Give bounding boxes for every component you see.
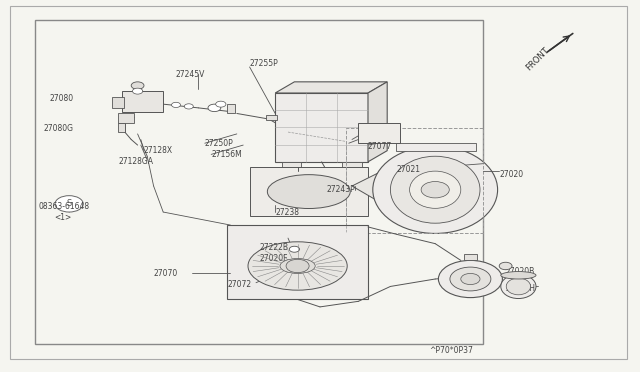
Text: 27065H: 27065H (506, 284, 536, 293)
Ellipse shape (248, 242, 348, 290)
Text: 27077: 27077 (368, 142, 392, 151)
Text: 27238: 27238 (275, 208, 300, 217)
Text: 27072: 27072 (227, 280, 252, 289)
Polygon shape (275, 82, 387, 93)
Bar (358, 123, 400, 143)
Text: FRONT: FRONT (524, 46, 551, 73)
Bar (112, 97, 124, 108)
Bar (346, 128, 483, 232)
Text: 27222B: 27222B (259, 243, 288, 252)
Text: 27080G: 27080G (44, 124, 74, 133)
Text: 27070: 27070 (154, 269, 178, 278)
Circle shape (286, 259, 309, 273)
Bar (122, 91, 163, 112)
Bar (118, 113, 134, 123)
Text: 27255P: 27255P (250, 59, 278, 68)
Ellipse shape (280, 259, 316, 273)
Bar (342, 162, 362, 171)
Circle shape (55, 196, 83, 212)
Bar (250, 167, 368, 216)
Circle shape (208, 104, 221, 112)
Circle shape (461, 273, 480, 285)
Circle shape (184, 104, 193, 109)
Text: 27245V: 27245V (176, 70, 205, 79)
Circle shape (450, 267, 491, 291)
Text: ^P70*0P37: ^P70*0P37 (429, 346, 473, 355)
Text: 27080: 27080 (49, 94, 74, 103)
Ellipse shape (501, 275, 536, 298)
Ellipse shape (268, 175, 350, 208)
Ellipse shape (506, 278, 531, 295)
Ellipse shape (373, 146, 498, 234)
Text: 27020B: 27020B (506, 267, 535, 276)
Circle shape (131, 82, 144, 89)
Bar (396, 143, 476, 151)
Bar (275, 93, 368, 162)
Text: 27128GA: 27128GA (118, 157, 154, 166)
Bar (227, 104, 235, 113)
Circle shape (132, 88, 143, 94)
Polygon shape (368, 82, 387, 162)
Bar (266, 115, 277, 120)
Text: 27250P: 27250P (205, 139, 234, 148)
Polygon shape (352, 164, 397, 212)
Circle shape (438, 260, 502, 298)
Ellipse shape (390, 156, 480, 223)
Bar (118, 123, 125, 132)
Text: 27020: 27020 (499, 170, 524, 179)
Bar (282, 162, 301, 171)
Ellipse shape (410, 171, 461, 208)
Circle shape (499, 262, 512, 270)
Bar (35, 20, 483, 344)
Text: <1>: <1> (54, 213, 72, 222)
Ellipse shape (501, 272, 536, 279)
Text: 27128X: 27128X (144, 146, 173, 155)
Circle shape (216, 101, 226, 107)
Bar (291, 252, 307, 257)
Text: 27243P: 27243P (326, 185, 355, 194)
Text: 27020F: 27020F (259, 254, 288, 263)
Text: 27021: 27021 (397, 165, 421, 174)
Circle shape (421, 182, 449, 198)
Text: S: S (67, 199, 72, 208)
Circle shape (289, 246, 300, 252)
Text: 08363-61648: 08363-61648 (38, 202, 90, 211)
Circle shape (172, 102, 180, 108)
Bar (227, 225, 368, 299)
Text: 27156M: 27156M (211, 150, 242, 159)
Bar (464, 254, 477, 260)
